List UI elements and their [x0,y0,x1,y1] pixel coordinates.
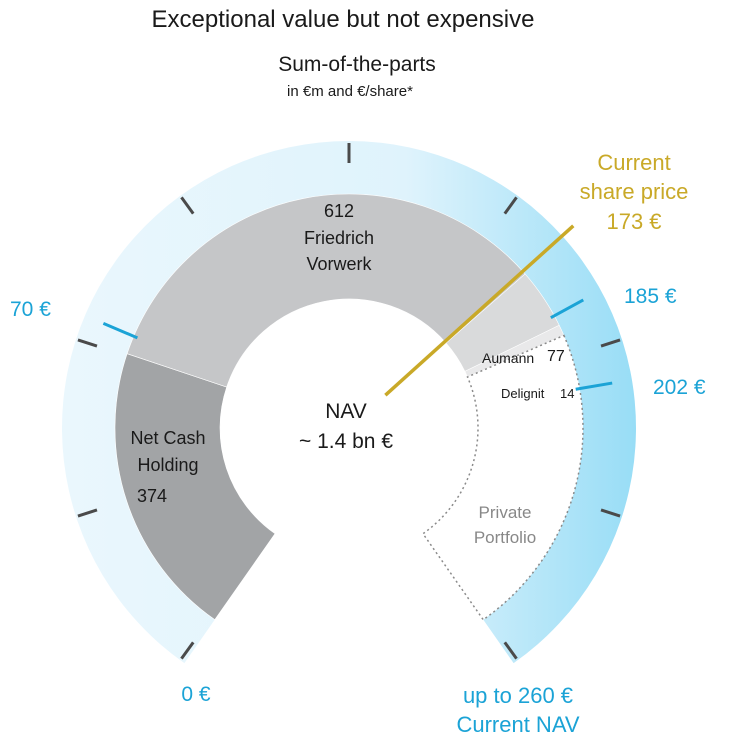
scale-label-min: 0 € [181,683,211,706]
segment-label-delignit: Delignit [501,386,545,401]
segment-label-aumann: Aumann [482,350,535,366]
segment-value-aumann: 77 [547,348,565,365]
segment-friedrich-vorwerk [126,193,526,388]
segment-value-friedrich-vorwerk: 612 [323,201,355,221]
scale-tick-2 [77,338,98,348]
chart-title: Exceptional value but not expensive [151,6,535,33]
scale-label-max-line1: up to 260 € [462,683,574,708]
chart-subtitle: Sum-of-the-parts [278,53,436,76]
scale-tick-0 [180,641,195,660]
scale-tick-1 [77,508,98,518]
share-price-label-line1: Current [597,150,671,175]
value-marker-70 [102,321,138,340]
scale-tick-8 [503,641,518,660]
scale-label-70: 70 € [10,298,51,321]
segment-label-friedrich-line1: Friedrich [303,228,375,248]
center-nav-label: NAV [325,400,367,423]
scale-label-max-line2: Current NAV [456,712,580,737]
scale-tick-5 [503,196,518,215]
segment-label-netcash-line1: Net Cash [130,428,206,448]
segment-label-friedrich-line2: Vorwerk [306,254,372,274]
scale-label-185: 185 € [624,285,677,308]
share-price-label-line3: 173 € [606,209,662,234]
scale-tick-7 [600,508,621,518]
segment-private-portfolio [421,334,584,621]
segment-value-delignit: 14 [560,386,575,401]
scale-tick-6 [600,338,621,348]
center-nav-value: ~ 1.4 bn € [299,430,393,453]
scale-label-202: 202 € [653,376,706,399]
value-marker-202 [575,381,613,391]
segment-label-private-line1: Private [478,503,532,522]
share-price-label-line2: share price [579,179,689,204]
segment-label-netcash-line2: Holding [137,455,199,475]
segment-value-net-cash: 374 [136,486,168,506]
value-marker-185 [550,298,585,320]
unit-note: in €m and €/share* [287,83,413,100]
segment-label-private-line2: Portfolio [473,528,537,547]
scale-tick-3 [180,196,195,215]
segment-net-cash-holding [114,353,276,621]
share-price-pointer [384,224,575,397]
